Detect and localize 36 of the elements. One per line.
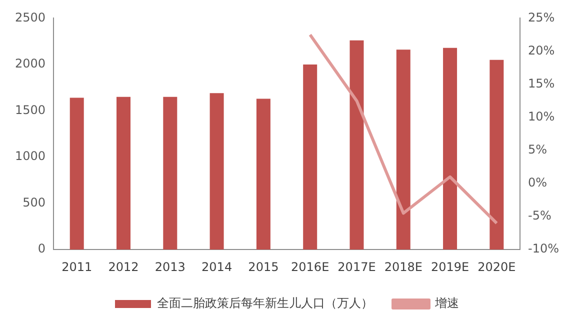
y2-tick-label: 0% — [528, 176, 548, 190]
bar — [350, 40, 364, 250]
bar — [443, 48, 458, 250]
y-tick-label: 1500 — [14, 102, 46, 117]
y2-tick-label: -5% — [528, 208, 552, 223]
y-tick-label: 1000 — [14, 149, 46, 164]
x-tick-label: 2013 — [154, 260, 186, 274]
y-tick-label: 2000 — [14, 56, 46, 71]
bar — [490, 60, 504, 250]
bar — [303, 64, 318, 250]
y-tick-label: 2500 — [14, 10, 46, 24]
legend-label: 全面二胎政策后每年新生儿人口（万人） — [157, 296, 373, 310]
x-tick-label: 2011 — [62, 260, 92, 274]
x-tick-label: 2020E — [478, 260, 516, 274]
x-tick-label: 2014 — [202, 260, 232, 274]
x-tick-label: 2017E — [338, 260, 376, 274]
bar — [70, 98, 84, 250]
y-tick-label: 500 — [22, 195, 46, 210]
y2-tick-label: 10% — [528, 109, 555, 124]
y2-tick-label: 20% — [528, 43, 555, 58]
y-tick-label: 0 — [38, 242, 46, 256]
bar — [116, 96, 131, 250]
y2-tick-label: 5% — [528, 142, 548, 157]
bar — [396, 50, 410, 250]
bar — [256, 98, 270, 250]
bar — [163, 96, 178, 250]
legend-label: 增速 — [434, 296, 459, 310]
x-tick-label: 2015 — [248, 260, 279, 274]
y2-tick-label: 15% — [528, 76, 555, 90]
bar — [210, 93, 224, 250]
y2-tick-label: -10% — [528, 242, 560, 256]
x-tick-label: 2018E — [384, 260, 422, 274]
x-tick-label: 2019E — [430, 260, 470, 274]
x-tick-label: 2016E — [291, 260, 330, 274]
x-tick-label: 2012 — [108, 260, 139, 274]
y2-tick-label: 25% — [528, 10, 555, 24]
